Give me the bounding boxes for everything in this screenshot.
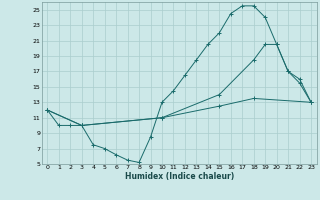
X-axis label: Humidex (Indice chaleur): Humidex (Indice chaleur)	[124, 172, 234, 181]
